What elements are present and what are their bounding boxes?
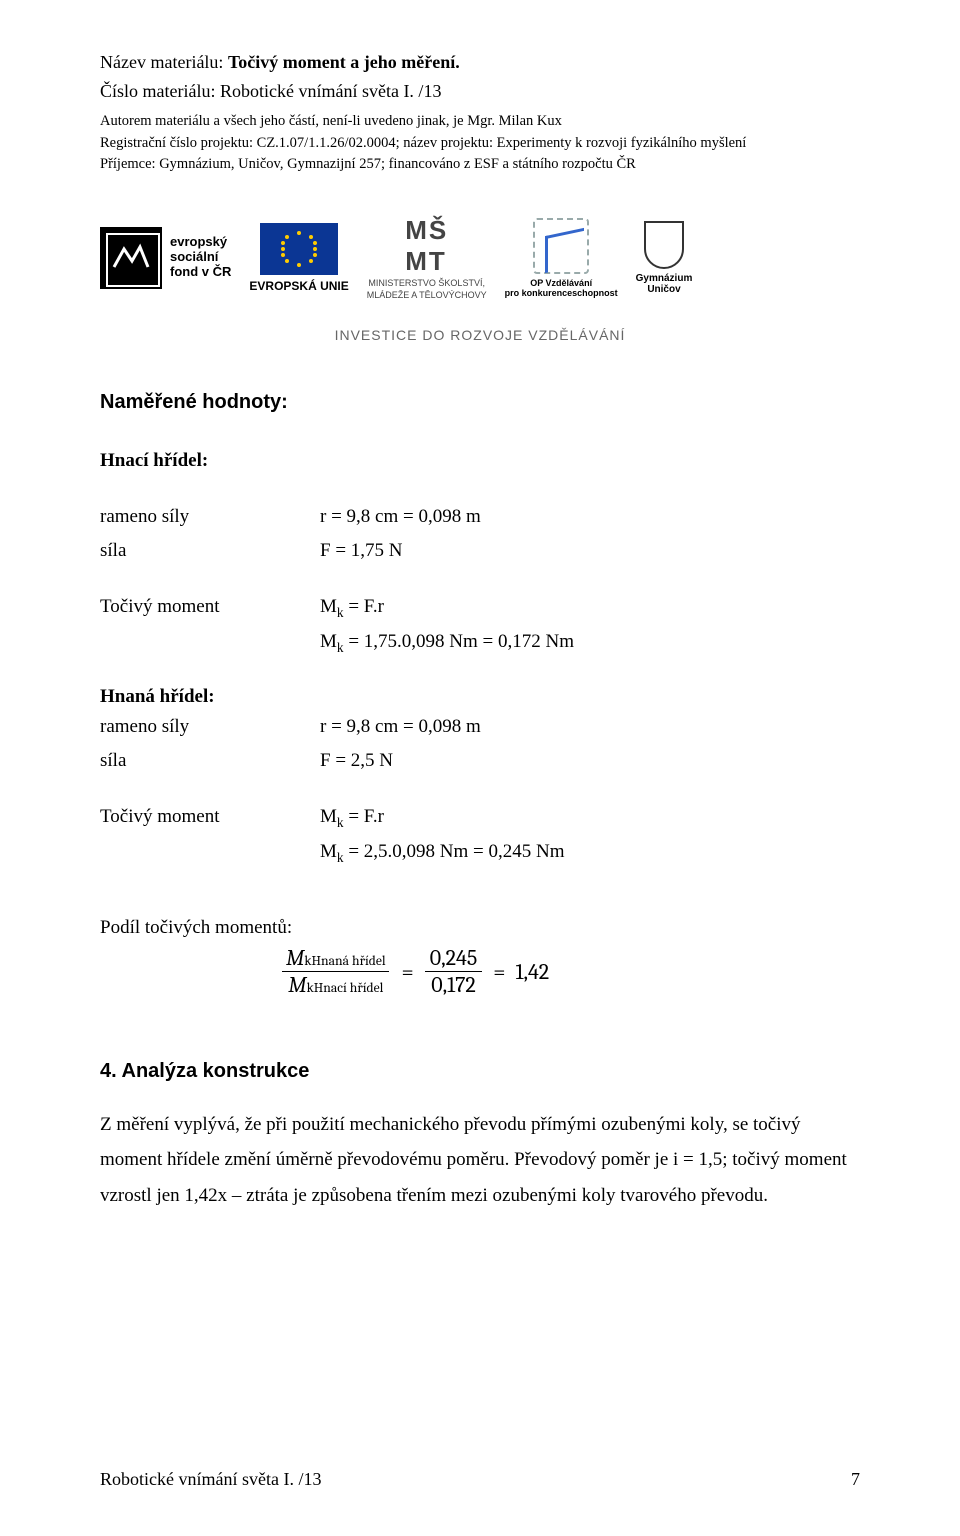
- hnaci-table: rameno sílyr = 9,8 cm = 0,098 m sílaF = …: [100, 500, 860, 568]
- header-nazev-label: Název materiálu:: [100, 52, 228, 72]
- hnana-sila-val: F = 2,5 N: [320, 744, 393, 778]
- hnaci-moment-val1: Mk = F.r: [320, 590, 384, 625]
- hnaci-moment-val2: Mk = 1,75.0,098 Nm = 0,172 Nm: [320, 625, 574, 660]
- gym-text2: Uničov: [647, 284, 680, 295]
- msmt-logo: MŠMT MINISTERSTVO ŠKOLSTVÍ, MLÁDEŽE A TĚ…: [367, 215, 487, 301]
- podil-label: Podíl točivých momentů:: [100, 917, 860, 939]
- hnaci-sila-key: síla: [100, 534, 320, 568]
- opvk-text1: OP Vzdělávání: [530, 278, 592, 288]
- hnaci-sila-val: F = 1,75 N: [320, 534, 403, 568]
- esf-logo: evropský sociální fond v ČR: [100, 227, 231, 289]
- opvk-logo: OP Vzdělávání pro konkurenceschopnost: [505, 218, 618, 298]
- esf-line1: evropský: [170, 235, 231, 250]
- equals-2: =: [493, 959, 505, 985]
- msmt-logo-icon: MŠMT: [405, 215, 448, 277]
- podil-equation: MkHnaná hřídel MkHnací hřídel = 0,245 0,…: [280, 945, 860, 998]
- hnana-rameno-key: rameno síly: [100, 710, 320, 744]
- eu-logo: EVROPSKÁ UNIE: [249, 223, 348, 293]
- hnana-moment-val1: Mk = F.r: [320, 800, 384, 835]
- heading-hnaci: Hnací hřídel:: [100, 450, 860, 472]
- heading-hnana: Hnaná hřídel:: [100, 686, 860, 708]
- header-nazev-value: Točivý moment a jeho měření.: [228, 52, 460, 72]
- header-author: Autorem materiálu a všech jeho částí, ne…: [100, 112, 860, 132]
- equals-1: =: [402, 959, 414, 985]
- frac-den-val: 0,172: [425, 971, 482, 998]
- header-cislo: Číslo materiálu: Robotické vnímání světa…: [100, 81, 860, 102]
- hnana-table: rameno sílyr = 9,8 cm = 0,098 m sílaF = …: [100, 710, 860, 778]
- gym-text1: Gymnázium: [636, 273, 693, 284]
- hnana-moment: Točivý moment Mk = F.r Mk = 2,5.0,098 Nm…: [100, 800, 860, 869]
- footer-page-number: 7: [851, 1469, 860, 1490]
- frac-num-val: 0,245: [424, 945, 484, 971]
- opvk-logo-icon: [533, 218, 589, 274]
- msmt-text1: MINISTERSTVO ŠKOLSTVÍ,: [368, 279, 485, 289]
- esf-line2: sociální: [170, 250, 231, 265]
- podil-result: 1,42: [515, 959, 549, 985]
- header-reg: Registrační číslo projektu: CZ.1.07/1.1.…: [100, 134, 860, 154]
- analyza-text: Z měření vyplývá, že při použití mechani…: [100, 1107, 860, 1212]
- gymnazium-shield-icon: [644, 221, 684, 269]
- heading-analyza: 4. Analýza konstrukce: [100, 1060, 860, 1083]
- hnana-rameno-val: r = 9,8 cm = 0,098 m: [320, 710, 481, 744]
- hnana-moment-key: Točivý moment: [100, 800, 320, 835]
- hnaci-moment: Točivý moment Mk = F.r Mk = 1,75.0,098 N…: [100, 590, 860, 659]
- hnaci-moment-key: Točivý moment: [100, 590, 320, 625]
- esf-logo-icon: [100, 227, 162, 289]
- hnaci-rameno-key: rameno síly: [100, 500, 320, 534]
- page: Název materiálu: Točivý moment a jeho mě…: [0, 0, 960, 1536]
- eu-label: EVROPSKÁ UNIE: [249, 279, 348, 293]
- opvk-text2: pro konkurenceschopnost: [505, 288, 618, 298]
- hnana-moment-val2: Mk = 2,5.0,098 Nm = 0,245 Nm: [320, 835, 565, 870]
- heading-namerene: Naměřené hodnoty:: [100, 391, 860, 414]
- header-title-line: Název materiálu: Točivý moment a jeho mě…: [100, 52, 860, 73]
- hnana-sila-key: síla: [100, 744, 320, 778]
- investice-caption: INVESTICE DO ROZVOJE VZDĚLÁVÁNÍ: [100, 327, 860, 343]
- esf-line3: fond v ČR: [170, 265, 231, 280]
- hnaci-rameno-val: r = 9,8 cm = 0,098 m: [320, 500, 481, 534]
- esf-logo-text: evropský sociální fond v ČR: [170, 235, 231, 280]
- msmt-text2: MLÁDEŽE A TĚLOVÝCHOVY: [367, 291, 487, 301]
- footer-left: Robotické vnímání světa I. /13: [100, 1469, 321, 1490]
- footer: Robotické vnímání světa I. /13 7: [100, 1469, 860, 1490]
- header-prijemce: Příjemce: Gymnázium, Uničov, Gymnazijní …: [100, 155, 860, 175]
- gymnazium-logo: Gymnázium Uničov: [636, 221, 693, 295]
- eu-flag-icon: [260, 223, 338, 275]
- logo-strip: evropský sociální fond v ČR: [100, 193, 860, 323]
